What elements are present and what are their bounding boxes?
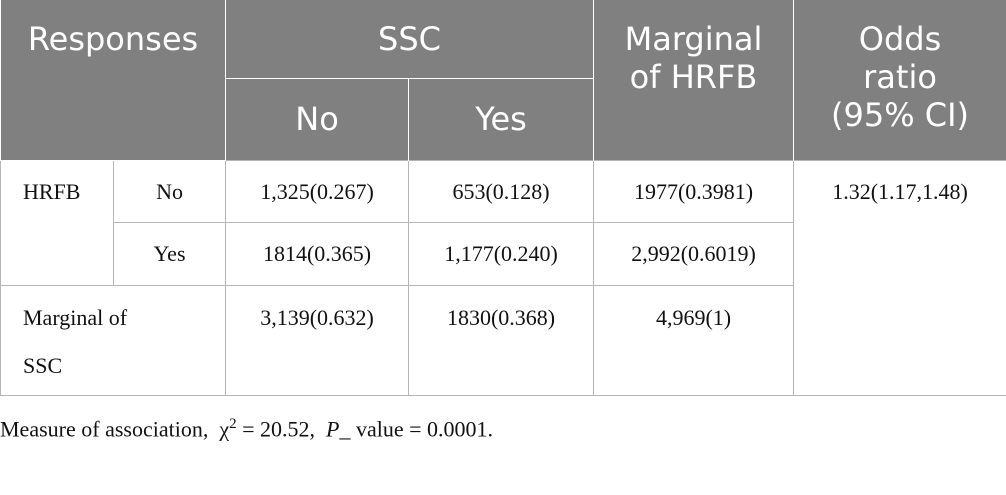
- header-cell: Marginal of HRFB: [593, 0, 795, 160]
- cell-text: 1814(0.365): [262, 240, 372, 266]
- footnote: Measure of association, χ2 = 20.52, P_ v…: [0, 416, 493, 442]
- cell: 4,969(1): [593, 284, 795, 396]
- cell-text: 4,969(1): [655, 304, 732, 330]
- cell-text: Yes: [153, 240, 186, 266]
- header-cell: Yes: [408, 78, 595, 160]
- cell: 653(0.128): [408, 159, 595, 223]
- cell-text: No: [156, 178, 183, 204]
- cell-text: 1,325(0.267): [260, 178, 374, 204]
- data-table: Responses SSC Marginal of HRFB Odds ratio(…: [0, 0, 1006, 396]
- header-cell: Responses: [0, 0, 227, 161]
- cell-text: 1830(0.368): [446, 304, 556, 330]
- header-text: No: [295, 100, 339, 138]
- cell-text: 3,139(0.632): [260, 304, 374, 330]
- cell: 1,325(0.267): [225, 159, 410, 223]
- cell: No: [112, 159, 227, 223]
- header-cell: SSC: [225, 0, 595, 79]
- cell-text: 1,177(0.240): [444, 240, 558, 266]
- header-text: ratio: [863, 58, 937, 96]
- cell: 1,177(0.240): [408, 221, 595, 286]
- header-text: Odds: [858, 20, 942, 58]
- cell: Marginal of SSC: [0, 284, 227, 396]
- header-text: (95% CI): [830, 96, 970, 134]
- cell: 3,139(0.632): [225, 284, 410, 396]
- cell: 1814(0.365): [225, 221, 410, 286]
- cell-text: 1977(0.3981): [633, 178, 754, 204]
- header-text: of HRFB: [629, 58, 758, 96]
- cell-text: 653(0.128): [452, 178, 550, 204]
- header-text: Yes: [475, 100, 527, 138]
- cell-text: 1.32(1.17,1.48): [832, 178, 968, 204]
- cell: 2,992(0.6019): [593, 221, 795, 286]
- cell-text: 2,992(0.6019): [631, 240, 756, 266]
- cell: Yes: [112, 221, 227, 286]
- footnote-text: _ value = 0.0001.: [339, 416, 494, 442]
- cell-text: SSC: [23, 352, 63, 378]
- header-text: SSC: [378, 19, 441, 58]
- cell: 1977(0.3981): [593, 159, 795, 223]
- footnote-sup: 2: [229, 416, 237, 432]
- footnote-symbol: P: [326, 416, 340, 442]
- cell-text: Marginal of: [23, 304, 128, 330]
- footnote-symbol: χ: [219, 416, 230, 442]
- cell-text: HRFB: [23, 178, 81, 204]
- cell: HRFB: [0, 159, 114, 286]
- cell: 1830(0.368): [408, 284, 595, 396]
- footnote-text: Measure of association,: [0, 416, 209, 442]
- header-cell: No: [225, 78, 410, 160]
- cell: 1.32(1.17,1.48): [793, 159, 1006, 396]
- header-text: Responses: [27, 20, 199, 58]
- header-cell: Odds ratio (95% CI): [793, 0, 1006, 160]
- header-text: Marginal: [624, 20, 763, 58]
- footnote-text: = 20.52,: [242, 416, 316, 442]
